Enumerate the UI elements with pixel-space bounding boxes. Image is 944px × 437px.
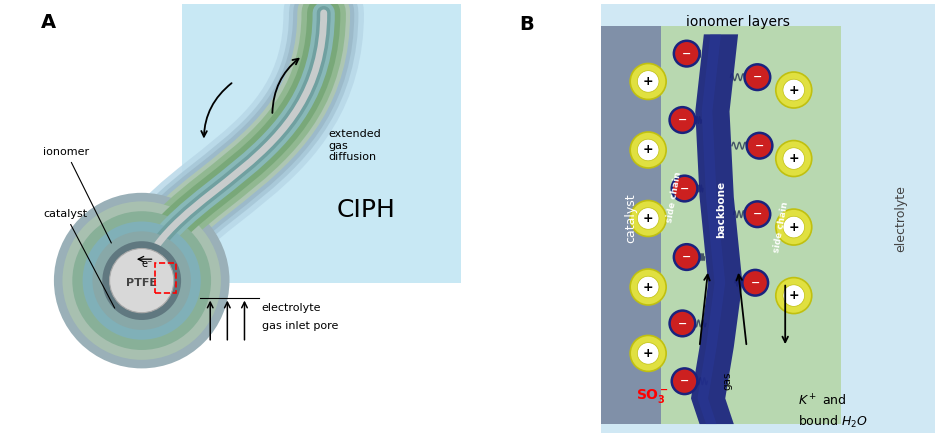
Circle shape	[783, 216, 803, 238]
Text: +: +	[642, 281, 653, 294]
Text: CIPH: CIPH	[337, 198, 396, 222]
Text: +: +	[642, 212, 653, 225]
Text: −: −	[682, 49, 691, 59]
Text: −: −	[754, 141, 764, 151]
Polygon shape	[506, 4, 600, 433]
Circle shape	[671, 368, 697, 394]
Circle shape	[630, 269, 666, 305]
Circle shape	[62, 201, 221, 360]
Circle shape	[630, 132, 666, 168]
Text: bound $H_2O$: bound $H_2O$	[798, 414, 868, 430]
Circle shape	[630, 336, 666, 371]
Text: −: −	[679, 376, 688, 386]
Circle shape	[669, 107, 695, 133]
Text: catalyst: catalyst	[43, 209, 114, 308]
Circle shape	[82, 222, 200, 340]
Text: gas inlet pore: gas inlet pore	[261, 321, 338, 331]
Polygon shape	[182, 4, 461, 283]
Text: extended
gas
diffusion: extended gas diffusion	[328, 129, 380, 162]
Circle shape	[73, 211, 211, 350]
Text: −: −	[750, 278, 759, 288]
Circle shape	[673, 41, 699, 66]
Circle shape	[673, 244, 699, 270]
Circle shape	[783, 79, 803, 101]
Circle shape	[775, 209, 811, 245]
Bar	[600, 26, 660, 424]
Circle shape	[93, 231, 191, 330]
Circle shape	[744, 201, 769, 227]
Text: side chain: side chain	[665, 171, 683, 223]
Circle shape	[636, 343, 658, 364]
Circle shape	[783, 148, 803, 169]
Text: +: +	[642, 75, 653, 88]
Text: catalyst: catalyst	[624, 194, 637, 243]
Text: backbone: backbone	[716, 181, 725, 239]
Text: −: −	[751, 209, 761, 219]
Text: electrolyte: electrolyte	[261, 303, 321, 313]
Text: $K^+$ and: $K^+$ and	[798, 393, 846, 408]
Text: −: −	[682, 252, 691, 262]
Polygon shape	[840, 26, 925, 424]
Text: ionomer layers: ionomer layers	[685, 15, 789, 29]
Circle shape	[636, 139, 658, 161]
Circle shape	[636, 208, 658, 229]
Text: +: +	[787, 152, 799, 165]
Polygon shape	[626, 26, 840, 424]
Text: B: B	[519, 15, 534, 34]
Circle shape	[746, 133, 771, 159]
Circle shape	[775, 72, 811, 108]
Circle shape	[744, 64, 769, 90]
Text: −: −	[677, 115, 686, 125]
Circle shape	[110, 250, 173, 312]
Circle shape	[630, 201, 666, 236]
Circle shape	[120, 259, 163, 302]
Circle shape	[102, 241, 181, 320]
Text: $\mathbf{SO_3^-}$: $\mathbf{SO_3^-}$	[635, 387, 668, 405]
Circle shape	[742, 270, 767, 295]
Text: +: +	[787, 221, 799, 233]
Text: +: +	[787, 289, 799, 302]
Polygon shape	[690, 35, 742, 424]
Circle shape	[636, 276, 658, 298]
Text: A: A	[41, 13, 56, 32]
Text: gas: gas	[721, 372, 732, 391]
Circle shape	[110, 249, 174, 313]
Text: +: +	[642, 347, 653, 360]
Circle shape	[671, 176, 697, 201]
Text: ionomer: ionomer	[43, 147, 111, 243]
Text: +: +	[642, 143, 653, 156]
Circle shape	[54, 193, 229, 368]
Text: −: −	[677, 319, 686, 329]
Text: e⁻: e⁻	[141, 259, 152, 269]
Text: PTFE: PTFE	[126, 278, 157, 288]
Text: −: −	[751, 72, 761, 82]
Polygon shape	[506, 4, 935, 433]
Circle shape	[775, 141, 811, 177]
Circle shape	[775, 277, 811, 314]
Circle shape	[783, 285, 803, 306]
Text: electrolyte: electrolyte	[893, 185, 906, 252]
Circle shape	[636, 71, 658, 92]
Circle shape	[669, 311, 695, 336]
Text: side chain: side chain	[771, 201, 789, 253]
Text: +: +	[787, 83, 799, 97]
Circle shape	[630, 63, 666, 100]
Polygon shape	[697, 35, 724, 424]
Text: −: −	[679, 184, 688, 194]
